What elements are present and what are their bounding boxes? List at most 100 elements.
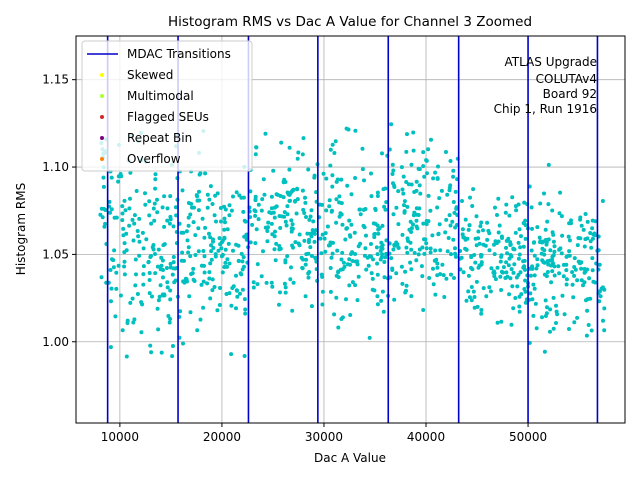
data-point <box>171 260 176 265</box>
data-point <box>171 255 176 259</box>
data-point <box>309 208 314 213</box>
run-annotation: ATLAS Upgrade COLUTAv4 Board 92 Chip 1, … <box>494 55 597 116</box>
data-point <box>388 275 393 280</box>
data-point <box>579 223 584 228</box>
data-point <box>546 262 551 267</box>
data-point <box>585 219 590 224</box>
data-point <box>301 207 306 212</box>
data-point <box>590 256 595 261</box>
data-point <box>347 257 352 262</box>
data-point <box>325 224 330 229</box>
data-point <box>433 248 438 253</box>
data-point <box>374 245 379 250</box>
data-point <box>266 220 271 225</box>
data-point <box>202 270 207 275</box>
data-point <box>357 207 362 212</box>
data-point <box>312 239 317 244</box>
data-point <box>330 184 335 189</box>
data-point <box>474 214 479 219</box>
data-point <box>334 295 339 300</box>
data-point <box>481 286 486 291</box>
data-point <box>362 178 366 183</box>
legend-label-4: Repeat Bin <box>127 131 192 145</box>
data-point <box>272 247 277 252</box>
data-point <box>309 254 314 258</box>
data-point <box>150 245 155 250</box>
data-point <box>196 226 201 231</box>
data-point <box>322 236 327 241</box>
data-point <box>272 205 277 210</box>
data-point <box>497 223 502 228</box>
data-point <box>180 250 185 255</box>
data-point <box>329 209 334 214</box>
data-point <box>587 276 592 281</box>
data-point <box>281 179 286 184</box>
data-point <box>323 231 328 236</box>
data-point <box>468 195 472 200</box>
data-point <box>519 234 523 239</box>
data-point <box>511 270 516 275</box>
data-point <box>313 256 318 261</box>
data-point <box>295 187 300 192</box>
data-point <box>122 241 127 246</box>
data-point <box>101 184 106 189</box>
data-point <box>392 297 397 302</box>
data-point <box>375 272 380 277</box>
data-point <box>109 207 114 212</box>
data-point <box>328 266 333 270</box>
data-point <box>575 315 580 320</box>
data-point <box>551 295 556 300</box>
data-point <box>564 268 569 273</box>
data-point <box>167 320 172 325</box>
data-point <box>369 194 374 199</box>
data-point <box>519 292 524 297</box>
data-point <box>223 260 228 265</box>
data-point <box>356 274 361 279</box>
legend-dot-icon <box>100 136 104 140</box>
data-point <box>157 294 162 299</box>
data-point <box>271 168 276 173</box>
data-point <box>564 282 569 287</box>
data-point <box>473 260 478 265</box>
data-point <box>143 191 147 196</box>
data-point <box>336 275 341 280</box>
data-point <box>124 231 129 236</box>
data-point <box>539 251 544 256</box>
annotation-line-3: Board 92 <box>543 87 597 101</box>
data-point <box>187 294 192 299</box>
data-point <box>120 204 125 209</box>
data-point <box>219 246 224 251</box>
data-point <box>161 243 166 248</box>
data-point <box>535 257 540 262</box>
data-point <box>431 176 436 181</box>
data-point <box>411 222 415 227</box>
data-point <box>434 257 439 262</box>
data-point <box>278 246 283 251</box>
data-point <box>579 266 584 271</box>
data-point <box>396 189 401 194</box>
data-point <box>444 217 449 222</box>
data-point <box>518 245 523 250</box>
data-point <box>349 192 354 197</box>
data-point <box>445 249 450 254</box>
data-point <box>383 207 388 212</box>
data-point <box>353 283 358 288</box>
data-point <box>389 122 394 127</box>
data-point <box>485 237 490 242</box>
data-point <box>375 190 380 195</box>
data-point <box>242 297 247 302</box>
data-point <box>216 248 221 253</box>
data-point <box>162 194 167 199</box>
data-point <box>562 312 567 317</box>
data-point <box>493 205 497 210</box>
data-point <box>220 270 225 275</box>
data-point <box>450 219 455 224</box>
data-point <box>464 247 469 252</box>
data-point <box>460 199 464 203</box>
data-point <box>287 145 292 150</box>
data-point <box>532 253 537 258</box>
data-point <box>208 296 213 301</box>
data-point <box>532 273 537 278</box>
data-point <box>353 252 358 256</box>
data-point <box>130 217 135 222</box>
